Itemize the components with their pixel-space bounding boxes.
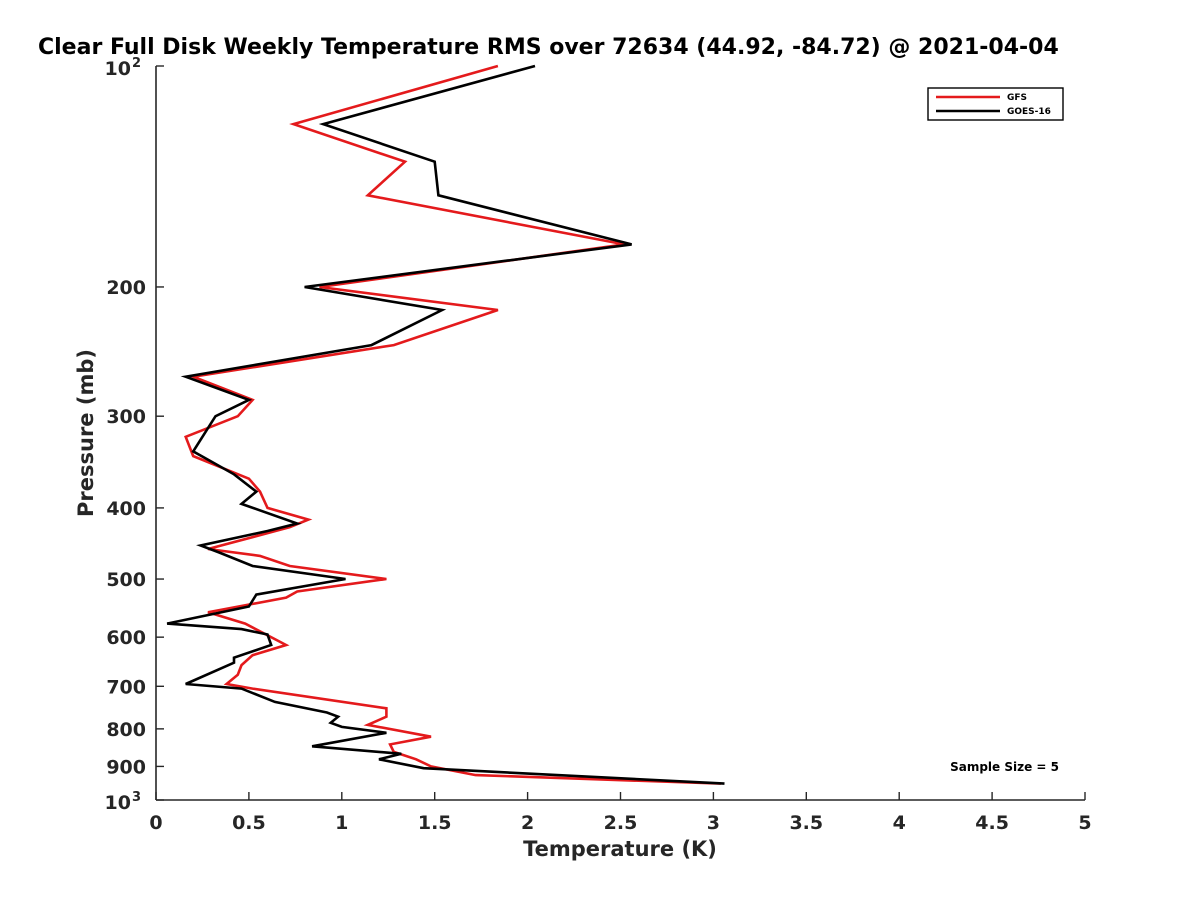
y-axis-label: Pressure (mb)	[74, 349, 98, 517]
x-tick-label: 1.5	[418, 812, 452, 834]
legend: GFS GOES-16	[927, 87, 1064, 121]
y-tick-label-base: 10	[105, 792, 131, 814]
series-lines	[166, 64, 725, 785]
x-ticks: 0 0.5 1 1.5 2 2.5 3 3.5 4 4.5 5	[149, 792, 1092, 834]
plot-area	[155, 66, 1085, 801]
y-tick-label-exponent: 2	[132, 56, 141, 71]
y-tick-label: 700	[106, 676, 146, 698]
x-axis-label: Temperature (K)	[523, 837, 717, 861]
x-tick-label: 0	[149, 812, 162, 834]
sample-size-annotation: Sample Size = 5	[950, 760, 1059, 774]
y-tick-label: 900	[106, 756, 146, 778]
x-tick-label: 3	[707, 812, 720, 834]
x-tick-label: 2	[521, 812, 534, 834]
x-tick-label: 5	[1078, 812, 1091, 834]
x-tick-label: 1	[335, 812, 348, 834]
series-line-gfs	[184, 64, 721, 785]
y-tick-label: 600	[106, 627, 146, 649]
x-tick-label: 4.5	[975, 812, 1009, 834]
y-tick-label: 400	[106, 498, 146, 520]
x-tick-label: 3.5	[789, 812, 823, 834]
y-tick-label: 300	[106, 406, 146, 428]
y-tick-label: 500	[106, 569, 146, 591]
series-line-goes-16	[166, 64, 725, 785]
y-tick-label: 200	[106, 277, 146, 299]
y-tick-label-base: 10	[105, 58, 131, 80]
x-tick-label: 0.5	[232, 812, 266, 834]
legend-label-goes-16: GOES-16	[1007, 107, 1051, 117]
chart-title: Clear Full Disk Weekly Temperature RMS o…	[38, 35, 1059, 60]
y-tick-label: 800	[106, 719, 146, 741]
x-tick-label: 4	[893, 812, 906, 834]
legend-label-gfs: GFS	[1007, 93, 1027, 103]
y-tick-label-exponent: 3	[132, 790, 141, 805]
legend-box	[927, 87, 1064, 121]
x-tick-label: 2.5	[604, 812, 638, 834]
